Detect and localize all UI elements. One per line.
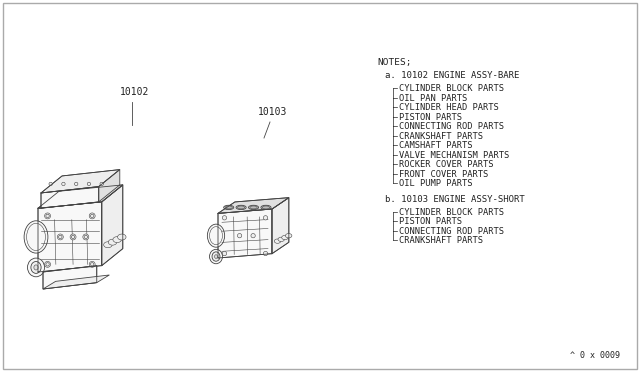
Ellipse shape [214, 255, 218, 258]
Ellipse shape [207, 224, 225, 247]
Ellipse shape [237, 206, 244, 209]
Text: CYLINDER BLOCK PARTS: CYLINDER BLOCK PARTS [399, 84, 504, 93]
Circle shape [264, 216, 268, 220]
Ellipse shape [282, 235, 288, 240]
Text: NOTES;: NOTES; [377, 58, 412, 67]
Ellipse shape [28, 258, 45, 277]
Polygon shape [43, 275, 109, 289]
Ellipse shape [34, 265, 38, 270]
Ellipse shape [209, 249, 223, 264]
Ellipse shape [225, 206, 232, 209]
Polygon shape [38, 202, 102, 272]
Ellipse shape [212, 252, 220, 261]
Circle shape [74, 182, 78, 186]
Circle shape [100, 182, 104, 186]
Polygon shape [41, 170, 120, 193]
Polygon shape [41, 187, 99, 208]
Text: CONNECTING ROD PARTS: CONNECTING ROD PARTS [399, 227, 504, 235]
Ellipse shape [285, 234, 292, 238]
Text: 10103: 10103 [258, 107, 287, 117]
Text: a. 10102 ENGINE ASSY-BARE: a. 10102 ENGINE ASSY-BARE [385, 71, 520, 80]
Text: CYLINDER BLOCK PARTS: CYLINDER BLOCK PARTS [399, 208, 504, 217]
Text: PISTON PARTS: PISTON PARTS [399, 112, 462, 122]
Circle shape [83, 234, 89, 240]
Circle shape [45, 262, 51, 267]
Circle shape [49, 182, 52, 186]
Ellipse shape [113, 237, 122, 243]
Text: CONNECTING ROD PARTS: CONNECTING ROD PARTS [399, 122, 504, 131]
Ellipse shape [236, 205, 246, 209]
Text: CAMSHAFT PARTS: CAMSHAFT PARTS [399, 141, 472, 150]
Circle shape [222, 216, 227, 220]
Ellipse shape [248, 205, 259, 209]
Text: CYLINDER HEAD PARTS: CYLINDER HEAD PARTS [399, 103, 499, 112]
Polygon shape [38, 185, 123, 208]
Ellipse shape [261, 205, 271, 209]
Ellipse shape [24, 221, 48, 253]
Circle shape [70, 234, 76, 240]
Ellipse shape [108, 239, 116, 245]
Circle shape [61, 182, 65, 186]
Ellipse shape [118, 234, 126, 240]
Ellipse shape [250, 206, 257, 209]
Circle shape [87, 182, 91, 186]
Text: OIL PAN PARTS: OIL PAN PARTS [399, 93, 467, 103]
Polygon shape [272, 198, 289, 254]
Text: CRANKSHAFT PARTS: CRANKSHAFT PARTS [399, 236, 483, 245]
Text: ^ 0 x 0009: ^ 0 x 0009 [570, 351, 620, 360]
Polygon shape [99, 170, 120, 202]
Circle shape [237, 234, 242, 238]
Ellipse shape [31, 262, 41, 273]
Circle shape [58, 234, 63, 240]
Text: FRONT COVER PARTS: FRONT COVER PARTS [399, 170, 488, 179]
Text: b. 10103 ENGINE ASSY-SHORT: b. 10103 ENGINE ASSY-SHORT [385, 195, 525, 203]
Circle shape [89, 262, 95, 267]
Text: VALVE MECHANISM PARTS: VALVE MECHANISM PARTS [399, 151, 509, 160]
Circle shape [222, 251, 227, 256]
Polygon shape [102, 185, 123, 266]
Circle shape [251, 234, 255, 238]
Ellipse shape [275, 239, 281, 243]
Ellipse shape [223, 205, 234, 209]
Text: CRANKSHAFT PARTS: CRANKSHAFT PARTS [399, 131, 483, 141]
Text: OIL PUMP PARTS: OIL PUMP PARTS [399, 179, 472, 188]
Ellipse shape [278, 237, 284, 241]
Polygon shape [218, 198, 289, 214]
Circle shape [45, 213, 51, 219]
Ellipse shape [104, 242, 112, 248]
Polygon shape [43, 266, 97, 289]
Text: 10102: 10102 [120, 87, 149, 97]
Text: ROCKER COVER PARTS: ROCKER COVER PARTS [399, 160, 493, 169]
Circle shape [89, 213, 95, 219]
Text: PISTON PARTS: PISTON PARTS [399, 217, 462, 226]
Ellipse shape [262, 206, 269, 209]
Polygon shape [218, 209, 272, 258]
Circle shape [264, 251, 268, 256]
